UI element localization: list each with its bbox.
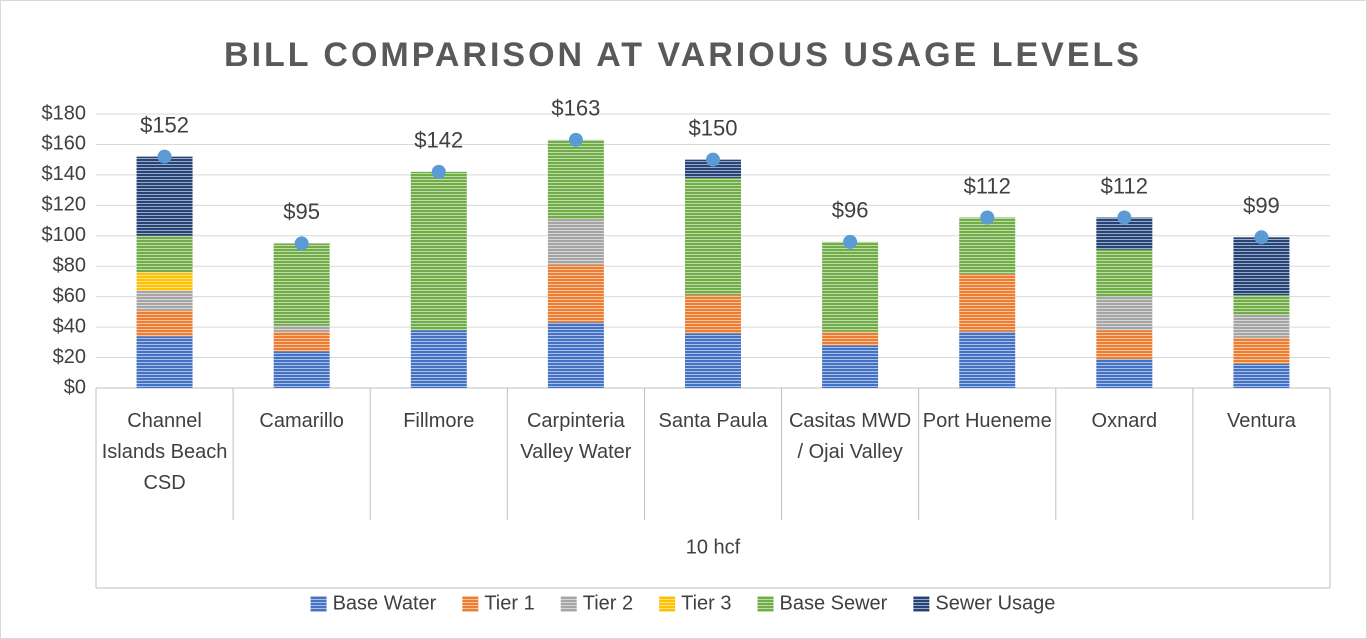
total-label: $150: [689, 115, 738, 140]
bar-segment: [685, 333, 741, 388]
bar-segment: [1096, 330, 1153, 360]
bar-segment: [136, 272, 193, 291]
bar-segment: [547, 139, 604, 220]
y-tick-label: $80: [53, 255, 86, 277]
total-marker: [1254, 230, 1269, 245]
legend-label: Tier 2: [583, 592, 633, 614]
legend-label: Base Sewer: [780, 592, 888, 614]
x-tick-label: Carpinteria Valley Water: [520, 410, 631, 463]
y-tick-label: $20: [53, 346, 86, 368]
bar-segment: [1233, 314, 1290, 338]
total-marker: [157, 149, 172, 164]
bar-segment: [273, 351, 330, 388]
bar-segment: [136, 235, 193, 273]
bar-segment: [685, 295, 741, 334]
total-label: $163: [551, 96, 600, 121]
bar-segment: [547, 219, 604, 265]
bar-segment: [273, 331, 330, 352]
x-tick-label: Fillmore: [403, 410, 474, 432]
bar-segment: [1233, 363, 1290, 388]
bar-segment: [273, 243, 330, 326]
total-marker: [568, 132, 583, 147]
bar-segment: [685, 177, 741, 296]
total-label: $95: [283, 199, 320, 224]
bar-segment: [136, 156, 193, 236]
total-marker: [706, 152, 720, 167]
x-tick-label: Santa Paula: [659, 410, 769, 432]
x-tick-label: Camarillo: [259, 410, 343, 432]
legend-swatch: [659, 596, 676, 612]
total-label: $152: [140, 112, 189, 137]
bar-segment: [136, 336, 193, 388]
bar-segment: [410, 171, 467, 331]
x-tick-label: Casitas MWD / Ojai Valley: [789, 410, 911, 463]
bar-segment: [547, 322, 604, 388]
bar-segment: [1233, 295, 1290, 315]
total-label: $112: [964, 173, 1011, 198]
chart-title: BILL COMPARISON AT VARIOUS USAGE LEVELS: [224, 36, 1142, 74]
bar-segment: [410, 330, 467, 388]
x-tick-label: Channel Islands Beach CSD: [102, 410, 228, 494]
bar-segment: [1096, 296, 1153, 331]
bar-segment: [273, 325, 330, 332]
total-label: $112: [1101, 173, 1148, 198]
bar-segment: [1233, 237, 1290, 296]
y-tick-label: $120: [42, 194, 87, 216]
bar-segment: [959, 273, 1016, 332]
x-tick-label: Ventura: [1227, 410, 1297, 432]
y-tick-label: $160: [42, 133, 87, 155]
legend-label: Tier 1: [484, 592, 534, 614]
y-tick-label: $60: [53, 285, 86, 307]
bar-segment: [822, 345, 879, 388]
bar-segment: [1096, 249, 1153, 297]
legend-swatch: [560, 596, 577, 612]
y-tick-label: $100: [42, 224, 87, 246]
legend-swatch: [310, 596, 327, 612]
y-tick-label: $180: [42, 102, 87, 124]
y-tick-label: $40: [53, 315, 86, 337]
total-marker: [843, 234, 858, 249]
x-tick-label: Port Hueneme: [923, 410, 1052, 432]
legend-swatch: [757, 596, 774, 612]
bar-segment: [959, 331, 1016, 388]
bar-segment: [136, 290, 193, 311]
total-marker: [431, 164, 446, 179]
bar-segment: [822, 331, 879, 346]
bar-segment: [136, 310, 193, 337]
bar-segment: [959, 217, 1016, 274]
y-tick-label: $0: [64, 376, 86, 398]
total-label: $96: [832, 198, 869, 223]
legend-label: Base Water: [333, 592, 437, 614]
total-marker: [1117, 210, 1132, 225]
legend: Base Water Tier 1 Tier 2 Tier 3 Base Sewer Se…: [310, 592, 1055, 614]
y-tick-label: $140: [42, 163, 87, 185]
bar-segment: [685, 159, 741, 178]
legend-label: Sewer Usage: [935, 592, 1055, 614]
group-label: 10 hcf: [686, 536, 741, 558]
total-marker: [294, 236, 309, 251]
bar-segment: [547, 264, 604, 323]
total-label: $142: [414, 128, 463, 153]
bar-segment: [1233, 337, 1290, 364]
legend-swatch: [913, 596, 930, 612]
bar-segment: [1096, 359, 1153, 388]
total-label: $99: [1243, 193, 1280, 218]
legend-swatch: [462, 596, 479, 612]
x-tick-label: Oxnard: [1092, 410, 1158, 432]
legend-label: Tier 3: [681, 592, 731, 614]
bar-segment: [822, 241, 879, 332]
total-marker: [980, 210, 995, 225]
